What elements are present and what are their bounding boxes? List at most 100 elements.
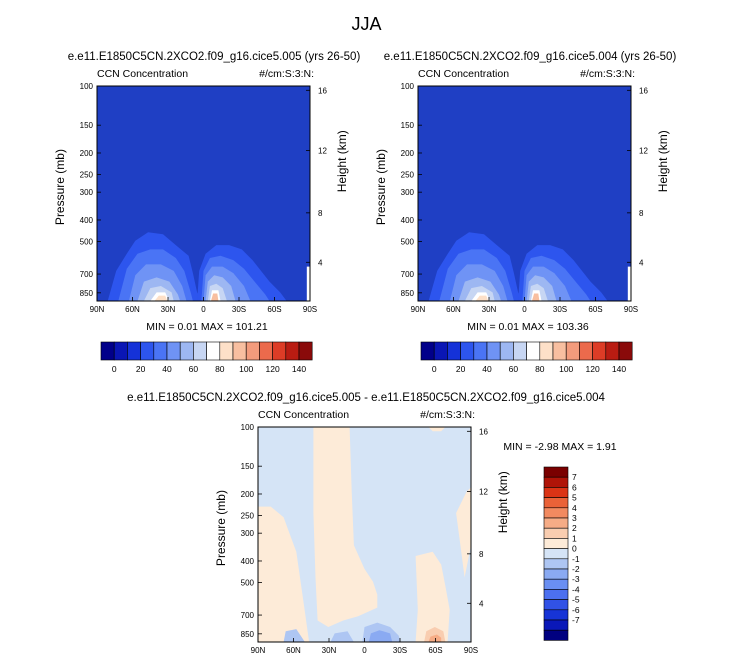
colorbar-swatch [513, 341, 527, 361]
colorbar-swatch [543, 599, 569, 611]
colorbar-label: 140 [292, 364, 306, 374]
y-tick-label: 700 [241, 611, 255, 620]
height-tick-label: 16 [639, 86, 648, 95]
colorbar-label: -5 [572, 595, 580, 605]
contour-band [154, 295, 168, 301]
variable-label: CCN Concentration [97, 68, 188, 80]
colorbar-swatch [618, 341, 633, 361]
y-tick-label: 250 [241, 512, 255, 521]
colorbar-swatch [272, 341, 287, 361]
positive-region [415, 551, 450, 642]
y-tick-label: 400 [241, 557, 255, 566]
colorbar-label: 2 [572, 523, 577, 533]
field-contours [418, 86, 631, 301]
colorbar-swatch [219, 341, 234, 361]
colorbar-swatch [552, 341, 567, 361]
y-tick-label: 100 [401, 82, 415, 91]
y-tick-label: 500 [401, 238, 415, 247]
x-tick-label: 60S [428, 646, 442, 655]
x-tick-label: 0 [362, 646, 367, 655]
colorbar-label: 100 [239, 364, 253, 374]
contour-band [475, 295, 489, 301]
colorbar-label: 4 [572, 503, 577, 513]
field-contours [97, 86, 310, 301]
colorbar-swatch [166, 341, 181, 361]
colorbar-label: 3 [572, 513, 577, 523]
height-tick-label: 16 [479, 427, 488, 436]
colorbar-label: 140 [612, 364, 626, 374]
colorbar-swatch [153, 341, 168, 361]
x-tick-label: 0 [201, 305, 206, 314]
colorbar-swatch [543, 476, 569, 488]
colorbar-label: 20 [456, 364, 466, 374]
colorbar-swatch [420, 341, 435, 361]
height-tick-label: 16 [318, 86, 327, 95]
contour-band [211, 293, 219, 301]
y-tick-label: 400 [80, 216, 94, 225]
y-tick-label: 200 [80, 149, 94, 158]
contour-band [532, 293, 540, 301]
height-tick-label: 8 [318, 209, 323, 218]
colorbar-swatch [543, 578, 569, 590]
y-tick-label: 150 [80, 121, 94, 130]
x-tick-label: 60S [588, 305, 602, 314]
x-tick-label: 90N [90, 305, 105, 314]
x-tick-label: 30N [322, 646, 337, 655]
y-tick-label: 150 [401, 121, 415, 130]
negative-region [330, 631, 354, 642]
colorbar-swatch [543, 538, 569, 549]
colorbar-swatch [543, 507, 569, 519]
y-axis-label: Pressure (mb) [53, 149, 67, 225]
y-tick-label: 400 [401, 216, 415, 225]
min-max-label: MIN = -2.98 MAX = 1.91 [503, 441, 616, 453]
colorbar-swatch [206, 341, 221, 361]
colorbar-swatch [543, 527, 569, 539]
colorbar-label: 0 [432, 364, 437, 374]
x-tick-label: 90N [251, 646, 266, 655]
colorbar-swatch [543, 558, 569, 570]
x-tick-label: 60S [267, 305, 281, 314]
colorbar-swatch [526, 341, 541, 361]
page-title: JJA [351, 14, 382, 34]
colorbar-swatch [579, 341, 593, 361]
y-tick-label: 500 [80, 238, 94, 247]
y-tick-label: 700 [401, 270, 415, 279]
colorbar-label: 100 [559, 364, 573, 374]
colorbar-label: -1 [572, 554, 580, 564]
min-max-label: MIN = 0.01 MAX = 101.21 [146, 321, 268, 333]
x-tick-label: 30S [553, 305, 567, 314]
colorbar-label: 1 [572, 533, 577, 543]
colorbar-swatch [100, 341, 115, 361]
colorbar-swatch [298, 341, 313, 361]
y-tick-label: 100 [241, 423, 255, 432]
y-tick-label: 850 [80, 289, 94, 298]
y-tick-label: 700 [80, 270, 94, 279]
colorbar-label: 60 [189, 364, 199, 374]
colorbar-swatch [460, 341, 475, 361]
abs-colorbar: 0 20 40 60 80 100 120 140 [100, 341, 313, 374]
colorbar-swatch [543, 497, 569, 509]
missing-data-region [627, 266, 631, 301]
positive-region [456, 487, 471, 578]
colorbar-swatch [543, 629, 569, 641]
colorbar-swatch [140, 341, 155, 361]
colorbar-swatch [543, 609, 569, 621]
y-tick-label: 150 [241, 462, 255, 471]
y-tick-label: 100 [80, 82, 94, 91]
y-axis-label: Pressure (mb) [374, 149, 388, 225]
colorbar-label: 0 [572, 544, 577, 554]
colorbar-swatch [447, 341, 461, 361]
x-tick-label: 90N [411, 305, 426, 314]
y-tick-label: 300 [80, 188, 94, 197]
chart-panel-1: e.e11.E1850C5CN.2XCO2.f09_g16.cice5.005 … [53, 51, 360, 314]
colorbar-swatch [565, 341, 580, 361]
units-label: #/cm:S:3:N: [580, 68, 635, 80]
x-tick-label: 30S [393, 646, 407, 655]
colorbar-swatch [605, 341, 620, 361]
colorbar-label: 80 [215, 364, 225, 374]
colorbar-label: 7 [572, 472, 577, 482]
panel-title: e.e11.E1850C5CN.2XCO2.f09_g16.cice5.005 … [68, 51, 361, 63]
colorbar-swatch [543, 548, 569, 560]
